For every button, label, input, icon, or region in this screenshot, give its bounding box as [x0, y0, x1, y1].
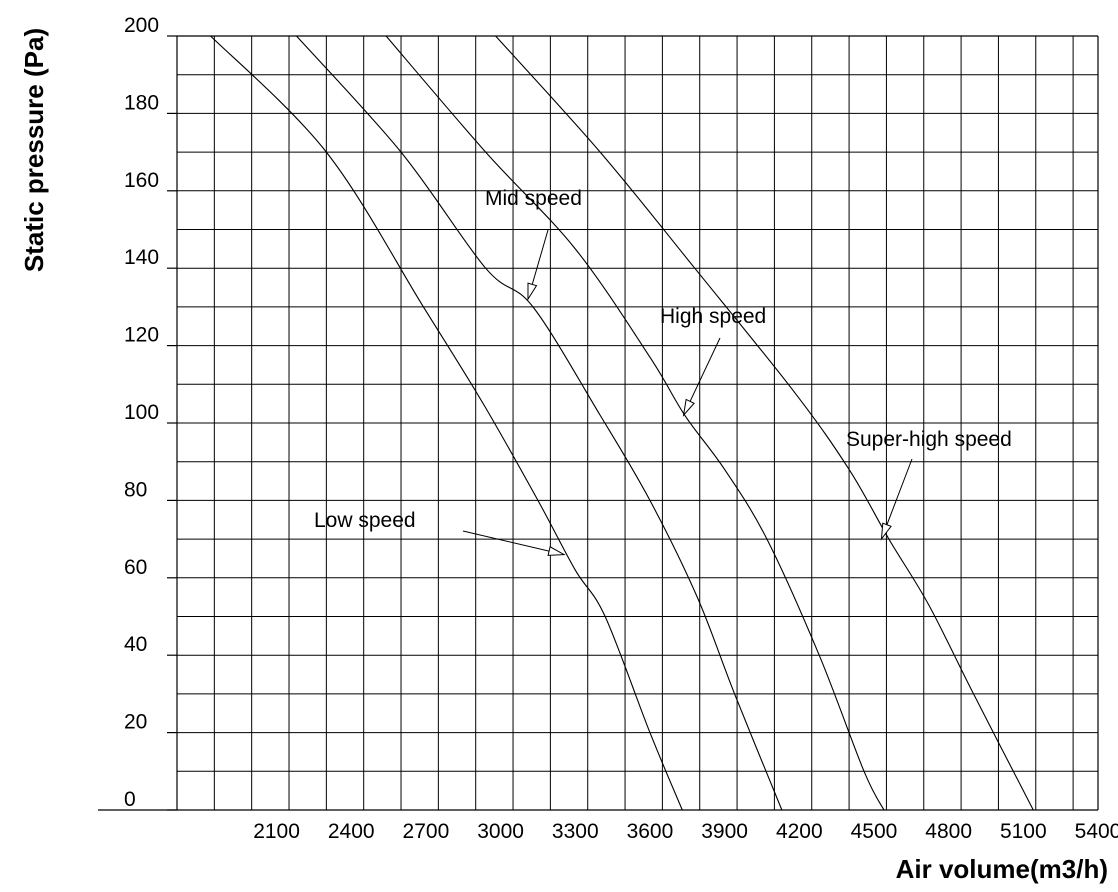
annotation-mid-speed: Mid speed: [485, 187, 582, 210]
annotation-high-speed: High speed: [660, 305, 766, 328]
y-tick-label: 200: [124, 14, 159, 37]
x-axis-title: Air volume(m3/h): [896, 854, 1108, 884]
x-tick-label: 2400: [328, 820, 375, 843]
y-tick-label: 20: [124, 711, 147, 734]
y-tick-label: 80: [124, 478, 147, 501]
y-tick-label: 160: [124, 169, 159, 192]
arrowhead-super-high-speed: [880, 522, 892, 541]
curve-high-speed: [385, 35, 885, 811]
curve-mid-speed: [296, 35, 783, 811]
y-tick-label: 0: [124, 788, 136, 811]
y-axis-title: Static pressure (Pa): [19, 28, 49, 272]
x-tick-label: 2100: [253, 820, 300, 843]
annotation-low-speed: Low speed: [314, 509, 416, 532]
x-tick-label: 2700: [403, 820, 450, 843]
y-tick-label: 60: [124, 556, 147, 579]
y-tick-label: 40: [124, 633, 147, 656]
x-tick-label: 4800: [925, 820, 972, 843]
y-tick-label: 100: [124, 401, 159, 424]
curve-low-speed: [210, 35, 683, 811]
x-tick-label: 4200: [776, 820, 823, 843]
curve-annotations: Low speed Mid speed High speed Super-high s…: [314, 187, 1012, 556]
curve-super-high-speed: [495, 35, 1034, 811]
x-tick-labels: 2100 2400 2700 3000 3300 3600 3900 4200 4500 4800…: [253, 820, 1118, 843]
leader-line-low-speed: [462, 530, 565, 556]
grid: [177, 35, 1098, 810]
x-tick-label: 4500: [851, 820, 898, 843]
x-tick-label: 3000: [477, 820, 524, 843]
y-tick-labels: 0 20 40 60 80 100 120 140 160 180 200: [124, 14, 177, 811]
speed-curves: [210, 35, 1034, 811]
arrowhead-high-speed: [682, 398, 695, 417]
x-tick-label: 3900: [701, 820, 748, 843]
y-tick-label: 180: [124, 91, 159, 114]
x-tick-label: 5100: [1000, 820, 1047, 843]
arrowhead-low-speed: [547, 546, 566, 556]
arrowhead-mid-speed: [527, 282, 538, 301]
annotation-super-high-speed: Super-high speed: [846, 428, 1012, 451]
y-tick-label: 140: [124, 246, 159, 269]
x-tick-label: 3300: [552, 820, 599, 843]
y-tick-label: 120: [124, 324, 159, 347]
x-tick-label: 5400: [1075, 820, 1118, 843]
x-tick-label: 3600: [627, 820, 674, 843]
